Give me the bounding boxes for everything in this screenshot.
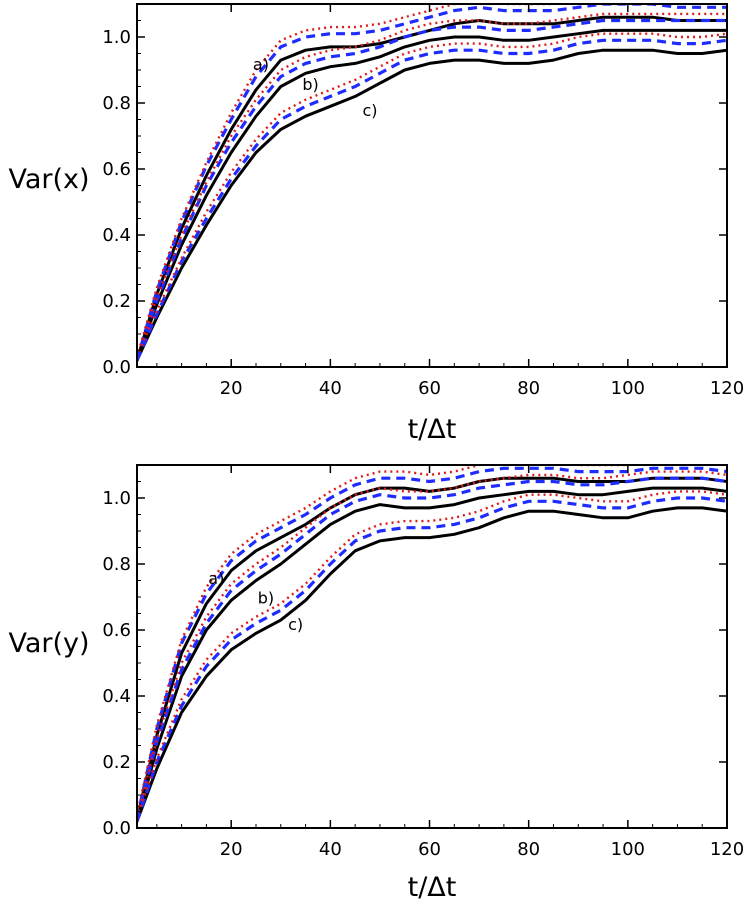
curve-label-b: b) [258,589,274,608]
curve-label-b: b) [302,75,318,94]
y-tick-label: 0.4 [102,225,131,246]
x-tick-label: 120 [710,839,744,860]
y-tick-label: 1.0 [102,27,131,48]
curve-label-a: a) [253,55,269,74]
series-line-b-solid [137,486,727,823]
y-tick-label: 0.8 [102,554,131,575]
y-axis-title: Var(y) [8,628,89,659]
x-tick-label: 120 [710,378,744,399]
series-line-c-dashed [137,496,727,822]
x-tick-label: 20 [220,378,243,399]
curve-label-c: c) [288,615,303,634]
y-tick-label: 1.0 [102,488,131,509]
series-line-c-dotted [137,32,727,358]
y-tick-label: 0.0 [102,818,131,839]
y-tick-label: 0.2 [102,291,131,312]
x-tick-label: 20 [220,839,243,860]
series-line-b-dashed [137,18,727,361]
series-line-c-solid [137,48,727,362]
y-axis-title: Var(x) [8,164,89,195]
series-line-b-dotted [137,12,727,358]
x-tick-label: 60 [418,378,441,399]
series-line-c-solid [137,506,727,823]
series-line-a-solid [137,15,727,362]
series-line-a-dotted [137,4,563,358]
series-group [137,465,727,823]
series-line-c-dotted [137,490,727,819]
x-axis-title: t/Δt [408,872,457,900]
panel-1: 20 40 60 80 100 120 0.0 0.2 0.4 0.6 0.8 1.0 t/Δt Var(… [8,3,744,445]
series-line-b-dashed [137,476,727,819]
series-line-a-dashed [137,466,727,819]
panel-2: 20 40 60 80 100 120 0.0 0.2 0.4 0.6 0.8 1.0 t/Δt Var(… [8,464,744,900]
x-tick-label: 100 [611,378,645,399]
y-tick-label: 0.2 [102,752,131,773]
x-tick-label: 80 [517,839,540,860]
x-axis-title: t/Δt [408,414,457,445]
series-line-a-dashed [137,4,727,361]
x-tick-label: 80 [517,378,540,399]
y-tick-label: 0.6 [102,620,131,641]
y-tick-label: 0.6 [102,159,131,180]
series-group [137,4,727,362]
y-tick-label: 0.8 [102,93,131,114]
series-line-c-dashed [137,38,727,362]
y-tick-label: 0.0 [102,357,131,378]
curve-label-a: a) [208,569,224,588]
x-tick-label: 60 [418,839,441,860]
x-tick-label: 100 [611,839,645,860]
series-line-b-solid [137,28,727,362]
curve-label-c: c) [363,101,378,120]
x-tick-label: 40 [319,378,342,399]
x-tick-label: 40 [319,839,342,860]
y-tick-label: 0.4 [102,686,131,707]
